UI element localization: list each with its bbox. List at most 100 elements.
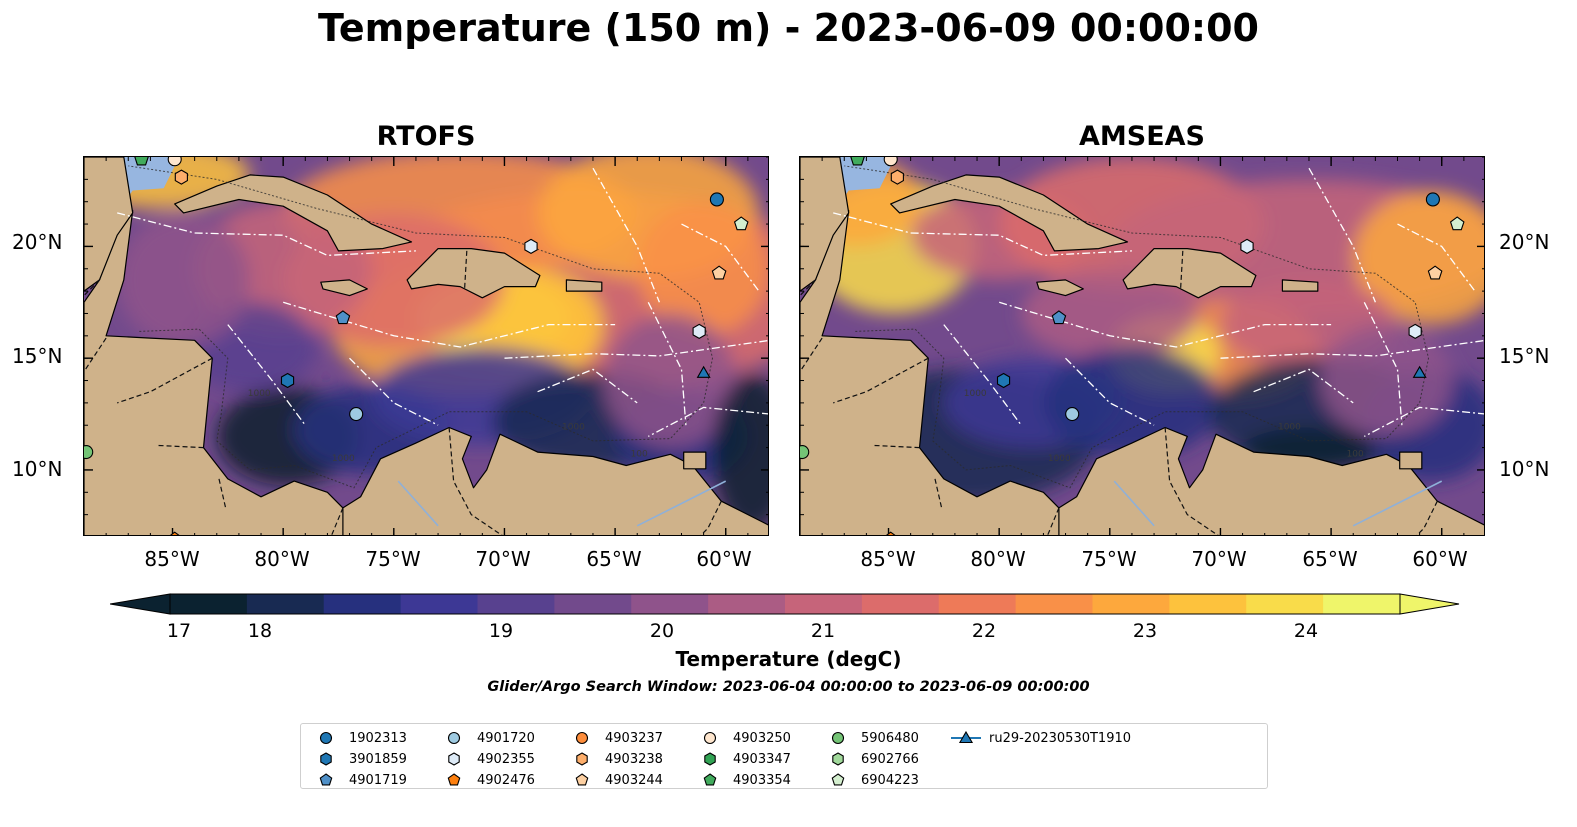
obs-marker-1902313 xyxy=(709,192,724,207)
obs-marker-1902313 xyxy=(1425,192,1440,207)
lon-label-75w: 75°W xyxy=(365,547,421,571)
land-trinidad xyxy=(683,451,707,470)
colorbar-tick-19: 19 xyxy=(488,620,514,642)
legend-label: ru29-20230530T1910 xyxy=(989,730,1132,746)
legend-item: 4903250 xyxy=(693,728,791,748)
eez-boundary xyxy=(1308,167,1377,303)
country-border xyxy=(448,427,503,535)
obs-marker-4902355 xyxy=(692,323,706,340)
map-panel-amseas[interactable]: 1000 1000 1000 100 xyxy=(799,156,1485,536)
eez-boundary xyxy=(1363,406,1484,437)
country-border xyxy=(700,500,722,535)
legend-marker xyxy=(831,773,845,786)
panel-title-rtofs: RTOFS xyxy=(376,121,476,152)
lat-label-10n: 10°N xyxy=(1499,457,1550,481)
eez-boundary xyxy=(283,301,616,348)
obs-marker-5906480 xyxy=(800,445,810,460)
eez-boundary xyxy=(227,324,306,426)
lon-label-65w: 65°W xyxy=(1302,547,1358,571)
country-border xyxy=(1164,427,1219,535)
legend-label: 4901720 xyxy=(477,730,535,746)
depth-contour-label: 1000 xyxy=(332,454,355,464)
legend-item: 6904223 xyxy=(821,770,919,790)
eez-boundary xyxy=(117,212,416,257)
country-border xyxy=(84,279,100,297)
legend-label: 4903347 xyxy=(733,751,791,767)
temperature-patch xyxy=(1320,324,1453,437)
lon-label-75w: 75°W xyxy=(1081,547,1137,571)
temperature-patch xyxy=(712,373,768,531)
eez-boundary xyxy=(1397,223,1476,292)
land-hispaniola xyxy=(1122,247,1257,299)
colorbar-segment xyxy=(1323,594,1401,614)
legend-item: 4903238 xyxy=(565,749,663,769)
colorbar-segment xyxy=(477,594,555,614)
legend-label: 4902476 xyxy=(477,772,535,788)
colorbar-segment xyxy=(170,594,248,614)
figure-title: Temperature (150 m) - 2023-06-09 00:00:0… xyxy=(317,6,1259,50)
legend-marker-icon xyxy=(319,731,333,745)
legend-marker xyxy=(319,731,333,745)
country-border xyxy=(218,478,227,509)
legend-item: 4902355 xyxy=(437,749,535,769)
obs-marker-ru29-20230530T1910 xyxy=(1412,365,1427,378)
eez-boundary xyxy=(1363,302,1403,426)
colorbar-label: Temperature (degC) xyxy=(675,647,902,671)
obs-marker-4903354 xyxy=(134,157,149,166)
legend-item: 4901719 xyxy=(309,770,407,790)
legend-label: 4903237 xyxy=(605,730,663,746)
land-trinidad xyxy=(1399,451,1423,470)
legend-label: 5906480 xyxy=(861,730,919,746)
obs-marker-4901720 xyxy=(349,407,364,422)
country-border xyxy=(800,279,816,297)
legend-label: 4903244 xyxy=(605,772,663,788)
legend-marker xyxy=(703,731,717,745)
eez-boundary xyxy=(537,368,638,404)
colorbar-ticks: 17 18 19 20 21 22 23 24 xyxy=(0,620,1577,644)
colorbar-tick-17: 17 xyxy=(166,620,192,642)
map-panel-rtofs[interactable]: 1000 1000 1000 100 xyxy=(83,156,769,536)
eez-boundary xyxy=(999,301,1332,348)
land-yucatan xyxy=(800,157,850,292)
legend-marker-icon xyxy=(703,773,717,786)
obs-marker-4902355 xyxy=(1240,238,1254,255)
search-window-text: Glider/Argo Search Window: 2023-06-04 00… xyxy=(487,679,1090,695)
country-border xyxy=(1180,250,1184,289)
land-cuba xyxy=(174,174,413,252)
obs-marker-6904223 xyxy=(1449,216,1465,231)
legend-item: 1902313 xyxy=(309,728,407,748)
colorbar-tick-23: 23 xyxy=(1132,620,1158,642)
legend-marker xyxy=(831,731,845,745)
colorbar-segment xyxy=(631,594,709,614)
legend-item: 3901859 xyxy=(309,749,407,769)
legend-item: 4903347 xyxy=(693,749,791,769)
legend-item: 4903244 xyxy=(565,770,663,790)
legend-marker xyxy=(447,731,461,745)
colorbar-segment xyxy=(1246,594,1324,614)
legend-item: 4901720 xyxy=(437,728,535,748)
colorbar-segment xyxy=(400,594,479,614)
river xyxy=(1352,480,1443,527)
country-border xyxy=(1047,507,1060,535)
legend-marker xyxy=(575,773,589,786)
legend-marker xyxy=(319,773,333,786)
colorbar-segment xyxy=(554,594,632,614)
depth-contour-label: 100 xyxy=(631,450,648,460)
colorbar-segment xyxy=(246,594,325,614)
legend-marker-icon xyxy=(831,773,845,786)
lon-label-70w: 70°W xyxy=(475,547,531,571)
obs-marker-4901719 xyxy=(335,310,351,325)
eez-boundary xyxy=(592,167,661,303)
obs-marker-4901719 xyxy=(1051,310,1067,325)
obs-marker-4901720 xyxy=(1065,407,1080,422)
colorbar-tick-18: 18 xyxy=(247,620,273,642)
country-border xyxy=(1416,500,1438,535)
legend-label: 6902766 xyxy=(861,751,919,767)
colorbar-segment xyxy=(785,594,863,614)
lon-label-65w: 65°W xyxy=(586,547,642,571)
legend-marker xyxy=(703,773,717,786)
legend-marker-icon xyxy=(951,730,981,744)
lon-label-80w: 80°W xyxy=(254,547,310,571)
country-border xyxy=(464,250,468,289)
legend-label: 4903238 xyxy=(605,751,663,767)
